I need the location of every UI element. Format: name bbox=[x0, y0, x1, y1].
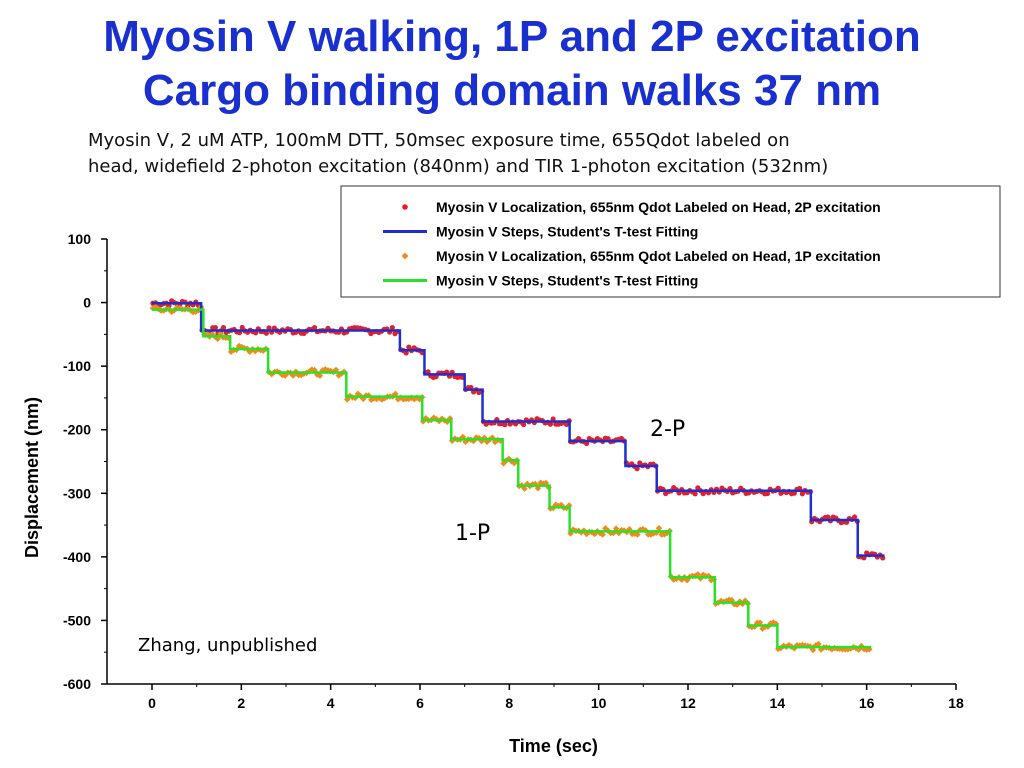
data-point bbox=[694, 571, 702, 578]
chart-axes bbox=[106, 239, 956, 685]
data-point bbox=[634, 531, 641, 538]
x-tick-label: 6 bbox=[416, 695, 424, 711]
y-tick-label: -600 bbox=[63, 676, 91, 692]
legend-label: Myosin V Steps, Student's T-test Fitting bbox=[436, 224, 698, 240]
data-point bbox=[599, 531, 606, 538]
experiment-description: Myosin V, 2 uM ATP, 100mM DTT, 50msec ex… bbox=[88, 128, 968, 180]
data-point bbox=[547, 421, 554, 427]
data-point bbox=[650, 530, 657, 537]
x-tick-label: 14 bbox=[770, 695, 786, 711]
data-point bbox=[502, 422, 508, 428]
data-point bbox=[655, 525, 663, 532]
data-point bbox=[733, 601, 741, 608]
x-tick-label: 12 bbox=[680, 695, 696, 711]
credit-label: Zhang, unpublished bbox=[138, 635, 317, 656]
title-line-1: Myosin V walking, 1P and 2P excitation bbox=[103, 12, 921, 61]
data-point bbox=[815, 640, 822, 648]
data-point bbox=[825, 514, 831, 520]
annotation-1p: 1-P bbox=[455, 521, 490, 546]
legend-label: Myosin V Localization, 655nm Qdot Labele… bbox=[436, 199, 881, 215]
data-point bbox=[403, 350, 409, 356]
description-line-1: Myosin V, 2 uM ATP, 100mM DTT, 50msec ex… bbox=[88, 130, 790, 151]
annotation-2p: 2-P bbox=[650, 417, 685, 442]
legend-marker bbox=[402, 204, 408, 210]
x-tick-label: 0 bbox=[148, 695, 156, 711]
legend-box bbox=[340, 185, 1001, 298]
y-tick-label: -500 bbox=[63, 612, 91, 628]
x-tick-label: 8 bbox=[505, 695, 513, 711]
data-point bbox=[521, 485, 528, 492]
data-point bbox=[583, 530, 590, 538]
y-tick-label: -100 bbox=[63, 358, 91, 374]
x-tick-label: 16 bbox=[859, 695, 875, 711]
series-layer bbox=[149, 298, 886, 654]
series-1-step-line bbox=[152, 301, 885, 557]
data-point bbox=[812, 642, 819, 649]
data-point bbox=[557, 501, 565, 509]
legend-label: Myosin V Localization, 655nm Qdot Labele… bbox=[436, 248, 881, 264]
data-point bbox=[772, 620, 780, 628]
data-point bbox=[852, 514, 858, 520]
slide-title: Myosin V walking, 1P and 2P excitation C… bbox=[0, 10, 1024, 118]
y-tick-label: -400 bbox=[63, 549, 91, 565]
data-point bbox=[809, 646, 817, 654]
data-point bbox=[567, 530, 574, 537]
chart-legend: Myosin V Localization, 655nm Qdot Labele… bbox=[340, 185, 1001, 298]
data-point bbox=[653, 529, 660, 536]
series-3-step-line bbox=[152, 308, 872, 649]
data-point bbox=[647, 531, 655, 538]
data-point bbox=[692, 491, 698, 497]
y-tick-label: 100 bbox=[68, 231, 92, 247]
data-point bbox=[316, 372, 324, 379]
data-point bbox=[552, 501, 559, 508]
x-tick-label: 4 bbox=[327, 695, 335, 711]
data-point bbox=[389, 325, 395, 331]
series-0-points bbox=[150, 298, 886, 561]
data-point bbox=[699, 571, 707, 578]
data-point bbox=[289, 372, 297, 379]
data-point bbox=[537, 479, 544, 486]
data-point bbox=[166, 303, 172, 309]
data-point bbox=[739, 600, 746, 608]
y-tick-label: 0 bbox=[83, 295, 91, 311]
data-point bbox=[596, 529, 604, 537]
x-axis-title: Time (sec) bbox=[509, 736, 598, 756]
data-point bbox=[521, 421, 527, 428]
data-point bbox=[311, 325, 318, 331]
data-point bbox=[615, 529, 622, 537]
data-point bbox=[563, 421, 570, 428]
series-2-points bbox=[149, 303, 873, 654]
data-point bbox=[263, 330, 269, 336]
y-tick-label: -200 bbox=[63, 422, 91, 438]
y-axis-title: Displacement (nm) bbox=[22, 397, 42, 558]
data-point bbox=[238, 343, 245, 351]
data-point bbox=[212, 324, 219, 331]
title-line-2: Cargo binding domain walks 37 nm bbox=[142, 66, 882, 115]
data-point bbox=[511, 460, 518, 467]
legend-marker bbox=[401, 252, 409, 260]
data-point bbox=[214, 335, 221, 343]
data-point bbox=[612, 525, 620, 532]
x-tick-label: 10 bbox=[591, 695, 607, 711]
x-tick-label: 2 bbox=[237, 695, 245, 711]
data-point bbox=[663, 529, 671, 537]
data-point bbox=[756, 619, 764, 626]
legend-label: Myosin V Steps, Student's T-test Fitting bbox=[436, 273, 698, 289]
data-point bbox=[863, 646, 870, 654]
data-point bbox=[764, 490, 771, 497]
data-point bbox=[266, 325, 272, 331]
data-point bbox=[524, 480, 531, 488]
data-point bbox=[634, 466, 640, 472]
description-line-2: head, widefield 2-photon excitation (840… bbox=[88, 156, 829, 177]
x-tick-label: 18 bbox=[948, 695, 964, 711]
data-point bbox=[678, 576, 685, 583]
axis-ticks: 0 2 4 6 8 10 12 14 16 18 100 0 -100 -200 -300 -400 -500 -… bbox=[63, 231, 964, 711]
data-point bbox=[534, 485, 542, 492]
data-point bbox=[220, 325, 227, 331]
y-tick-label: -300 bbox=[63, 485, 91, 501]
